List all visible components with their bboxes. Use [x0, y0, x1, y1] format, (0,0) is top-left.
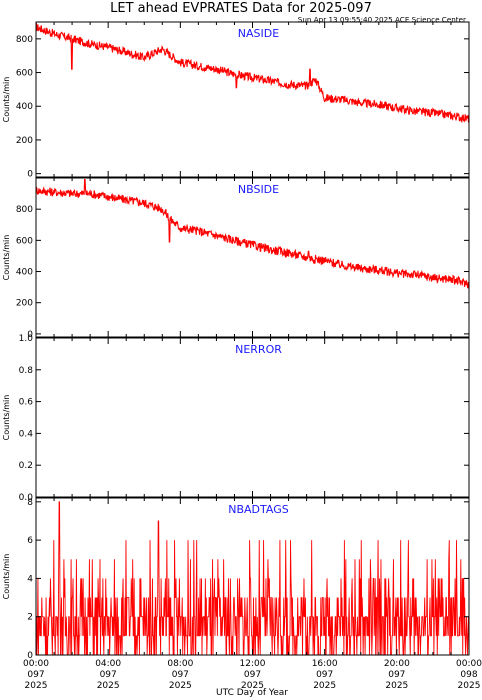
y-tick-label: 0.6 [19, 398, 34, 408]
panel-frame [35, 21, 470, 178]
y-tick-label: 800 [16, 205, 33, 215]
y-tick-label: 2 [27, 613, 33, 623]
x-tick-label-time: 16:00 [312, 659, 338, 669]
y-axis-title: Counts/min [2, 554, 11, 600]
y-tick-label: 600 [16, 236, 33, 246]
series-line-nbadtags [36, 501, 470, 656]
y-tick-label: 8 [27, 498, 33, 508]
x-tick-label-year: 2025 [241, 681, 264, 691]
y-tick-label: 0 [27, 330, 33, 340]
y-tick-label: 1.0 [19, 334, 34, 344]
panel-label: NBADTAGS [228, 503, 288, 516]
x-tick-label-year: 2025 [97, 681, 120, 691]
y-tick-label: 600 [16, 69, 33, 79]
panel-nbadtags: NBADTAGS 0 2 4 6 8 Counts/min [2, 497, 470, 661]
panel-label: NASIDE [238, 27, 279, 40]
x-tick-label-day: 097 [316, 670, 333, 680]
x-tick-label-day: 098 [460, 670, 477, 680]
panel-nerror: NERROR 0.0 0.2 0.4 0.6 0.8 1.0 Counts/min [2, 334, 470, 503]
y-tick-label: 400 [16, 102, 33, 112]
y-tick-label: 400 [16, 268, 33, 278]
series-line-nbside [35, 179, 470, 289]
x-tick-label-time: 00:00 [456, 659, 482, 669]
chart-title: LET ahead EVPRATES Data for 2025-097 [110, 1, 372, 16]
y-axis-title: Counts/min [2, 235, 11, 281]
y-tick-label: 0.4 [19, 429, 34, 439]
x-tick-label-day: 097 [27, 670, 44, 680]
x-tick-label-year: 2025 [25, 681, 48, 691]
x-tick-label-time: 20:00 [384, 659, 410, 669]
y-tick-label: 0 [27, 170, 33, 180]
x-tick-label-day: 097 [244, 670, 261, 680]
y-tick-label: 800 [16, 35, 33, 45]
y-tick-label: 200 [16, 136, 33, 146]
y-tick-label: 0.2 [19, 461, 33, 471]
y-axis-title: Counts/min [2, 395, 11, 441]
panel-nbside: NBSIDE 0 200 400 600 800 Counts/min [2, 177, 470, 340]
x-tick-label-day: 097 [100, 670, 117, 680]
y-tick-label: 4 [27, 574, 33, 584]
x-tick-label-year: 2025 [313, 681, 336, 691]
y-tick-label: 0.0 [19, 493, 34, 503]
x-axis: 00:00097202504:00097202508:00097202512:0… [23, 659, 482, 691]
panels: NASIDE 0 200 400 600 800 Counts/min NBSIDE 0 200 4… [2, 21, 470, 661]
panel-naside: NASIDE 0 200 400 600 800 Counts/min [2, 21, 470, 180]
panel-label: NBSIDE [238, 183, 279, 196]
y-tick-label: 200 [16, 299, 33, 309]
x-tick-label-year: 2025 [458, 681, 481, 691]
y-tick-label: 6 [27, 536, 33, 546]
x-tick-label-year: 2025 [169, 681, 192, 691]
x-tick-label-time: 08:00 [167, 659, 193, 669]
panel-frame [35, 337, 470, 498]
panel-label: NERROR [235, 343, 282, 356]
series-line-naside [35, 23, 470, 123]
x-tick-label-time: 12:00 [240, 659, 266, 669]
x-axis-title: UTC Day of Year [216, 688, 288, 698]
x-tick-label-day: 097 [172, 670, 189, 680]
x-tick-label-time: 00:00 [23, 659, 49, 669]
y-axis-title: Counts/min [2, 77, 11, 123]
x-tick-label-day: 097 [388, 670, 405, 680]
y-tick-label: 0 [27, 651, 33, 661]
x-tick-label-time: 04:00 [95, 659, 121, 669]
y-tick-label: 0.8 [19, 366, 34, 376]
generation-timestamp: Sun Apr 13 09:55:40 2025 ACE Science Cen… [298, 15, 466, 24]
x-tick-label-year: 2025 [385, 681, 408, 691]
panel-frame [35, 177, 470, 338]
